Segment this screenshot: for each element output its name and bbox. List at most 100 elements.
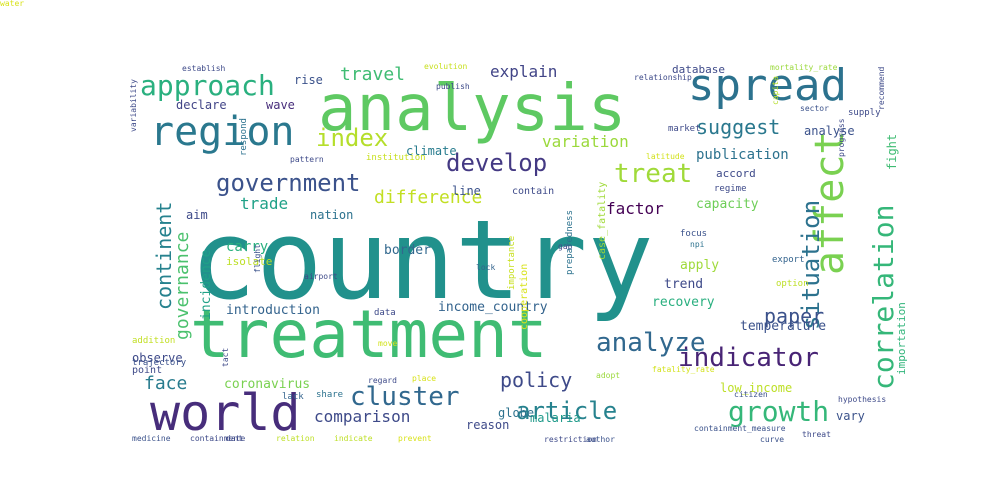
cloud-word-article: article xyxy=(516,397,618,425)
cloud-word-prevent: prevent xyxy=(398,434,432,443)
cloud-word-travel: travel xyxy=(340,64,406,85)
cloud-word-globe: globe xyxy=(498,406,535,420)
cloud-word-analyze: analyze xyxy=(596,328,706,358)
cloud-word-airport: airport xyxy=(304,272,338,281)
cloud-word-publication: publication xyxy=(696,147,789,163)
cloud-word-contain: contain xyxy=(512,186,555,197)
cloud-word-addition: addition xyxy=(132,336,176,346)
cloud-word-temperature: temperature xyxy=(740,319,827,334)
cloud-word-focus: focus xyxy=(680,229,708,239)
cloud-word-wave: wave xyxy=(266,98,295,112)
cloud-word-regard: regard xyxy=(368,376,397,385)
cloud-word-treatment: treatment xyxy=(190,296,548,373)
cloud-word-malaria: malaria xyxy=(530,411,581,425)
cloud-word-adopt: adopt xyxy=(596,371,621,380)
cloud-word-containment-measure: containment_measure xyxy=(694,424,786,433)
cloud-word-containment: containment xyxy=(190,434,243,443)
cloud-word-sector: sector xyxy=(800,104,829,113)
cloud-word-low-income: low_income xyxy=(720,381,793,395)
cloud-word-rise: rise xyxy=(294,73,323,87)
cloud-word-mortality-rate: mortality_rate xyxy=(770,63,838,72)
cloud-word-share: share xyxy=(316,390,344,400)
cloud-word-carry: carry xyxy=(226,239,269,255)
cloud-word-progress: progress xyxy=(837,118,846,157)
cloud-word-latitude: latitude xyxy=(646,152,685,161)
cloud-word-reason: reason xyxy=(466,418,510,432)
cloud-word-analysis: analysis xyxy=(318,72,627,146)
cloud-word-relationship: relationship xyxy=(634,73,692,82)
cloud-word-date: date xyxy=(226,434,246,443)
cloud-word-region: region xyxy=(150,109,295,155)
cloud-word-introduction: introduction xyxy=(226,303,320,318)
cloud-word-trend: trend xyxy=(664,277,704,292)
cloud-word-paper: paper xyxy=(764,304,825,328)
cloud-word-trajectory: trajectory xyxy=(132,358,187,368)
cloud-word-approach: approach xyxy=(140,69,275,102)
cloud-word-variability: variability xyxy=(129,79,138,132)
cloud-word-face: face xyxy=(144,373,188,394)
cloud-word-governance: governance xyxy=(172,231,193,340)
cloud-word-evolution: evolution xyxy=(424,62,468,71)
cloud-word-capita: capita xyxy=(771,76,780,105)
cloud-word-trade: trade xyxy=(240,194,289,213)
cloud-word-lack: lack xyxy=(282,392,304,402)
cloud-word-flight: flight xyxy=(253,244,262,273)
cloud-word-develop: develop xyxy=(446,149,548,177)
cloud-word-country: country xyxy=(190,196,654,324)
cloud-word-lock: lock xyxy=(476,263,496,272)
cloud-word-publish: publish xyxy=(436,82,470,91)
cloud-word-aim: aim xyxy=(186,208,208,222)
cloud-word-recommend: recommend xyxy=(877,66,886,110)
cloud-word-correlation: correlation xyxy=(867,204,900,390)
cloud-word-threat: threat xyxy=(802,430,831,439)
cloud-word-point: point xyxy=(132,365,163,376)
cloud-word-author: author xyxy=(586,435,615,444)
cloud-word-fight: fight xyxy=(885,133,899,170)
cloud-word-data: data xyxy=(374,308,396,318)
cloud-word-relation: relation xyxy=(276,434,315,443)
cloud-word-analyse: analyse xyxy=(804,124,855,138)
cloud-word-spread: spread xyxy=(688,60,847,111)
cloud-word-climate: climate xyxy=(406,144,457,158)
cloud-word-export: export xyxy=(772,255,805,265)
cloud-word-treat: treat xyxy=(614,159,693,189)
cloud-word-index: index xyxy=(316,124,389,152)
cloud-word-respond: respond xyxy=(239,118,249,156)
cloud-word-factor: factor xyxy=(606,199,664,218)
cloud-word-incidence: incidence xyxy=(199,249,214,320)
cloud-word-explain: explain xyxy=(490,62,558,81)
cloud-word-line: line xyxy=(452,184,481,198)
cloud-word-coronavirus: coronavirus xyxy=(224,377,311,392)
cloud-word-policy: policy xyxy=(500,368,573,392)
cloud-word-growth: growth xyxy=(728,395,830,428)
cloud-word-case-fatality: case_fatality xyxy=(597,181,608,260)
cloud-word-indicator: indicator xyxy=(678,343,819,373)
cloud-word-restriction: restriction xyxy=(544,435,597,444)
cloud-word-capacity: capacity xyxy=(696,197,759,212)
cloud-word-tact: tact xyxy=(221,347,230,367)
cloud-word-cluster: cluster xyxy=(350,382,460,412)
cloud-word-importation: importation xyxy=(895,302,908,375)
cloud-word-preparedness: preparedness xyxy=(565,209,575,275)
cloud-word-continent: continent xyxy=(152,201,176,310)
cloud-word-place: place xyxy=(412,374,437,383)
cloud-word-npi: npi xyxy=(690,240,705,249)
cloud-word-variation: variation xyxy=(542,132,629,151)
cloud-word-fatality-rate: fatality_rate xyxy=(652,365,715,374)
cloud-word-curve: curve xyxy=(760,435,785,444)
cloud-word-suggest: suggest xyxy=(696,115,781,139)
cloud-word-cooperation: cooperation xyxy=(519,263,530,330)
cloud-word-regime: regime xyxy=(714,184,747,194)
cloud-word-government: government xyxy=(216,169,361,197)
cloud-word-hypothesis: hypothesis xyxy=(838,395,887,404)
cloud-word-medicine: medicine xyxy=(132,434,171,443)
cloud-word-declare: declare xyxy=(176,98,227,112)
cloud-word-market: market xyxy=(668,124,701,134)
cloud-word-recovery: recovery xyxy=(652,295,715,310)
cloud-word-observe: observe xyxy=(132,351,183,365)
cloud-word-institution: institution xyxy=(366,153,426,163)
cloud-word-water: water xyxy=(0,0,25,8)
cloud-word-indicate: indicate xyxy=(334,434,373,443)
cloud-word-establish: establish xyxy=(182,64,226,73)
